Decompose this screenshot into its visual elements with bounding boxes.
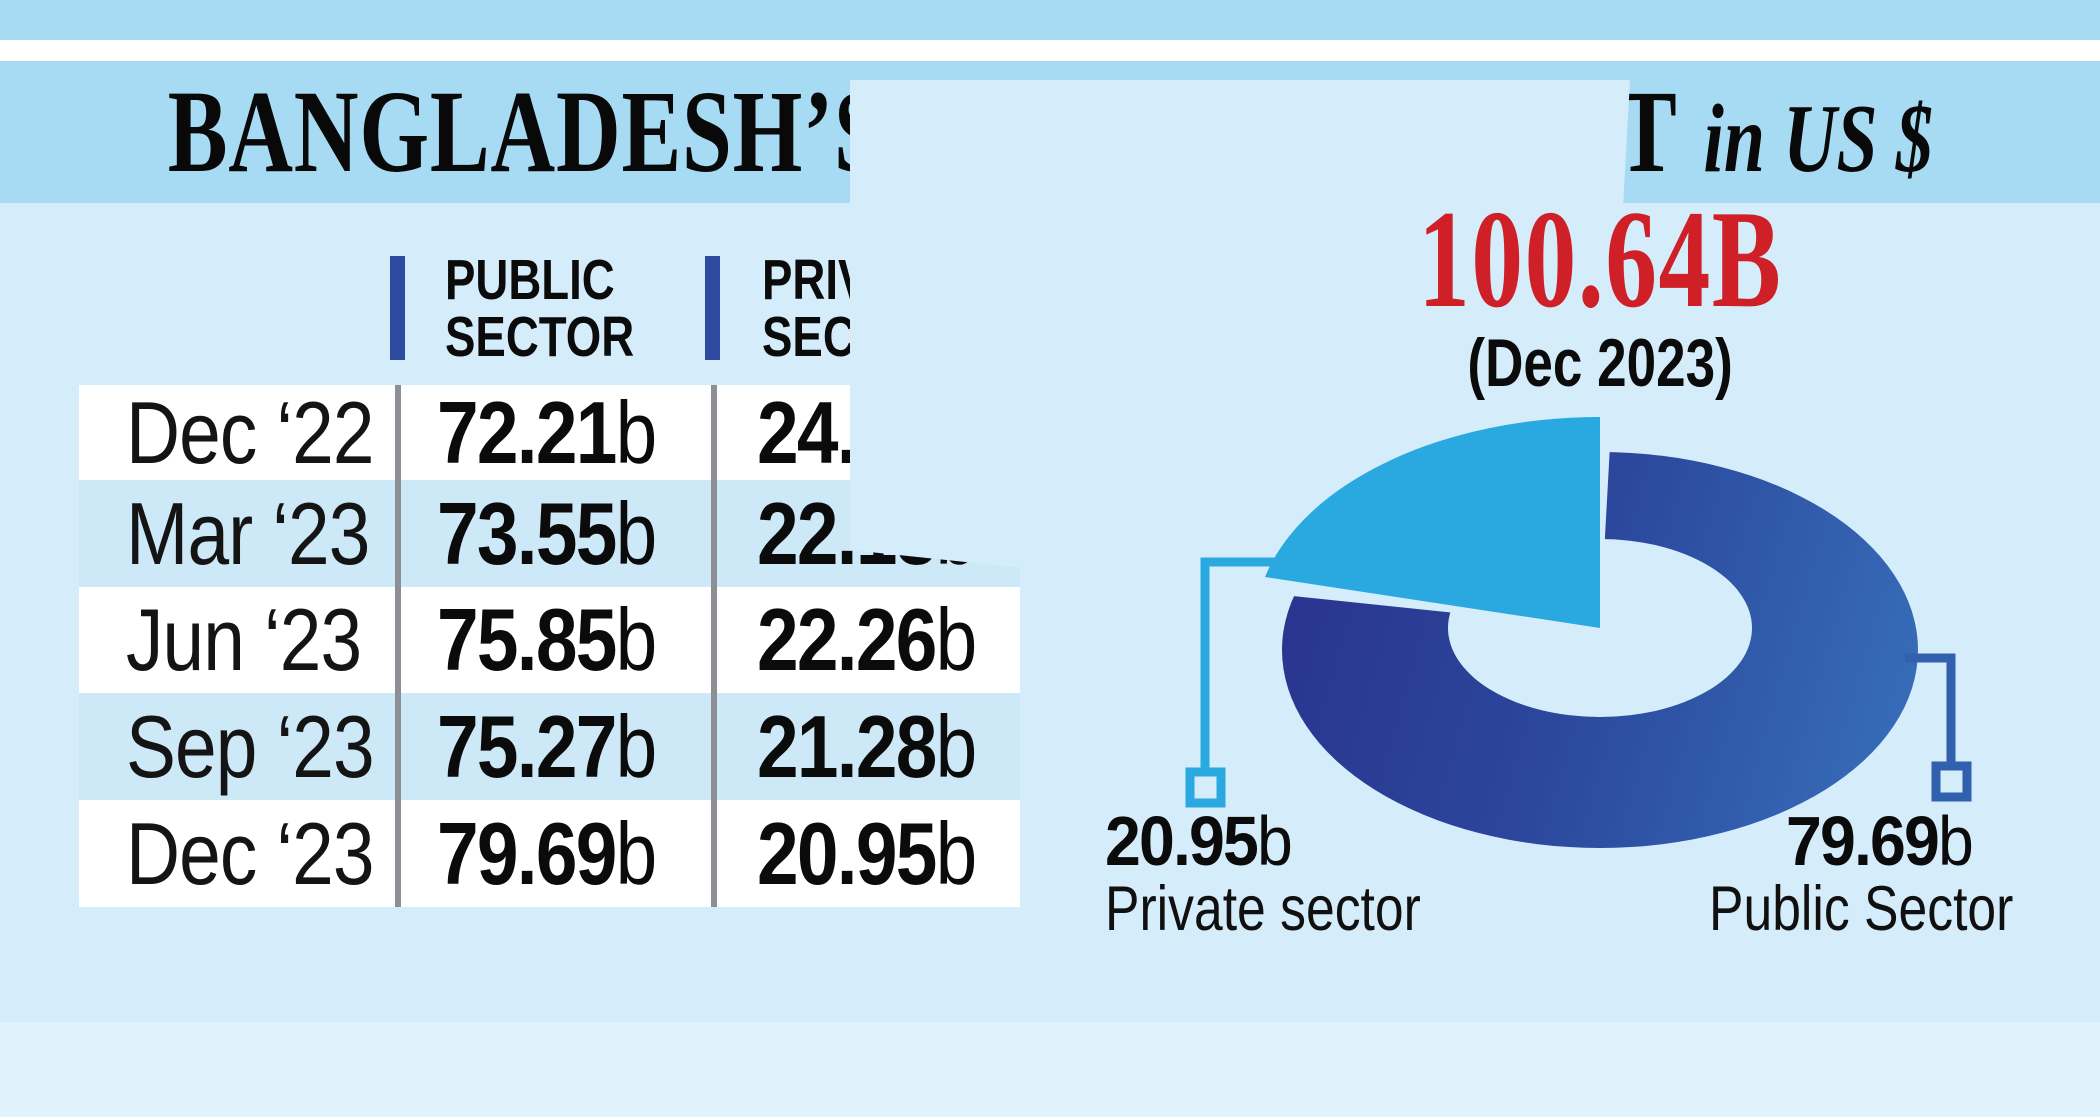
public-callout-marker (1931, 761, 1972, 802)
private-sector-value: 20.95 (1105, 802, 1259, 880)
unit-suffix: b (615, 382, 658, 482)
private-value: 22.26 (757, 590, 937, 689)
public-header-line2: SECTOR (445, 305, 635, 369)
debt-table: Dec ‘22 72.21b 24.31b Mar ‘23 73.55b 22.… (79, 382, 1020, 907)
unit-suffix: b (615, 590, 658, 689)
public-column-bar (390, 256, 405, 360)
private-sector-slice (1265, 416, 1600, 628)
unit-suffix: b (615, 483, 658, 583)
title-suffix: in US $ (1703, 85, 1933, 192)
unit-suffix: b (615, 696, 658, 796)
period-label: Dec ‘22 (126, 382, 375, 482)
top-band (0, 0, 2100, 40)
private-sector-label: Private sector (1105, 874, 1421, 944)
private-value: 21.28 (757, 696, 937, 796)
bottom-band (0, 1022, 2100, 1117)
public-sector-label: Public Sector (1709, 874, 2014, 944)
unit-suffix: b (935, 803, 978, 903)
public-value: 73.55 (437, 483, 617, 583)
public-value: 72.21 (437, 382, 617, 482)
public-value: 79.69 (437, 803, 617, 903)
unit-suffix: b (1256, 802, 1293, 880)
column-divider-line (711, 385, 717, 907)
unit-suffix: b (935, 696, 978, 796)
unit-suffix: b (935, 590, 978, 689)
period-label: Mar ‘23 (126, 483, 370, 583)
period-label: Jun ‘23 (126, 590, 362, 689)
public-callout-line (1905, 653, 1956, 766)
private-value: 20.95 (757, 803, 937, 903)
table-row: Jun ‘23 75.85b 22.26b (79, 587, 1020, 693)
unit-suffix: b (1937, 802, 1974, 880)
total-debt-value: 100.64B (1417, 182, 1783, 337)
white-divider-stripe (0, 40, 2100, 61)
private-callout-marker (1185, 767, 1226, 808)
period-label: Dec ‘23 (126, 803, 375, 903)
public-header-line1: PUBLIC (445, 248, 615, 312)
private-callout-line (1200, 557, 1280, 772)
table-row: Dec ‘23 79.69b 20.95b (79, 800, 1020, 907)
table-row: Sep ‘23 75.27b 21.28b (79, 693, 1020, 800)
public-value: 75.27 (437, 696, 617, 796)
column-divider-line (395, 385, 401, 907)
public-column-header: PUBLIC SECTOR (445, 252, 634, 366)
public-sector-value: 79.69 (1786, 802, 1940, 880)
public-value: 75.85 (437, 590, 617, 689)
unit-suffix: b (615, 803, 658, 903)
total-debt-date: (Dec 2023) (1467, 325, 1733, 401)
private-column-bar (705, 256, 720, 360)
period-label: Sep ‘23 (126, 696, 375, 796)
